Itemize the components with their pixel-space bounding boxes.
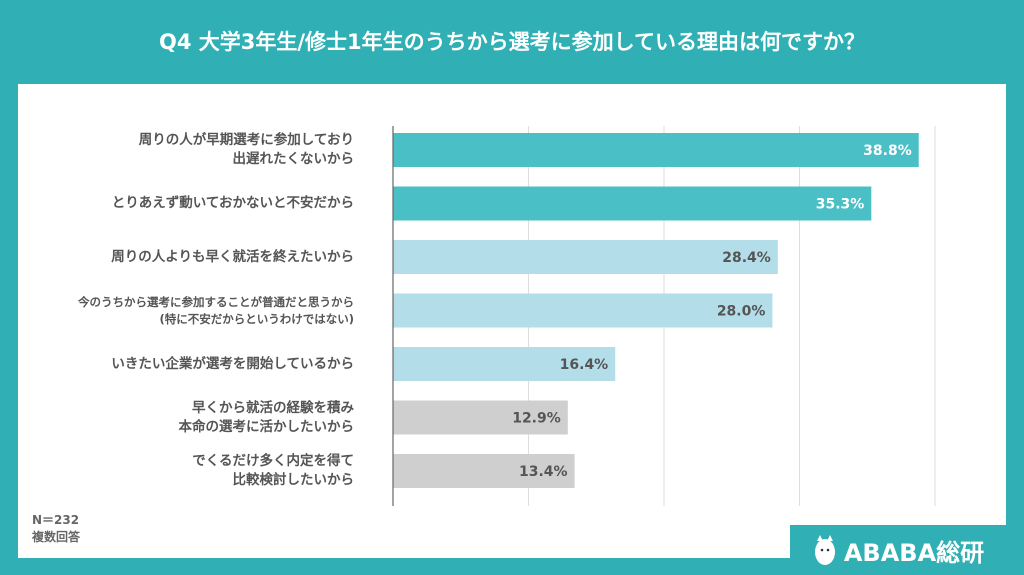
bar (393, 186, 872, 221)
bar (393, 133, 919, 167)
data-label: 35.3% (816, 197, 865, 213)
category-label: でくるだけ多く内定を得て 比較検討したいから (192, 453, 354, 488)
logo: ABABA総研 (790, 525, 1006, 575)
multiple-answer-note: 複数回答 (32, 530, 81, 544)
bar (393, 293, 773, 328)
sample-size: N＝232 (32, 513, 80, 527)
bar (393, 347, 616, 381)
category-label: 周りの人が早期選考に参加しており 出遅れたくないから (138, 132, 354, 167)
category-label: 周りの人よりも早く就活を終えたいから (111, 248, 354, 265)
data-label: 28.4% (722, 250, 771, 266)
category-label: とりあえず動いておかないと不安だから (111, 195, 354, 211)
category-label: 今のうちから選考に参加することが普通だと思うから (特に不安だからというわけでは… (78, 294, 354, 326)
category-label: いきたい企業が選考を開始しているから (111, 355, 354, 372)
alpaca-logo-icon (814, 535, 835, 565)
data-label: 28.0% (717, 304, 766, 320)
footer-note: N＝232 複数回答 (32, 512, 80, 546)
data-label: 16.4% (560, 357, 609, 373)
bar (393, 240, 778, 274)
data-label: 12.9% (512, 411, 561, 427)
chart-panel: 38.8% 35.3% 28.4% 28.0% 16.4% 12.9% 13.4% 周りの人… (18, 84, 1006, 558)
data-label: 13.4% (519, 464, 568, 480)
bar-chart: 38.8% 35.3% 28.4% 28.0% 16.4% 12.9% 13.4% (392, 126, 936, 506)
logo-text: ABABA総研 (843, 538, 985, 567)
category-label: 早くから就活の経験を積み 本命の選考に活かしたいから (178, 399, 355, 435)
data-label: 38.8% (863, 143, 912, 159)
bar (393, 400, 568, 435)
bar (393, 454, 575, 488)
chart-title: Q4 大学3年生/修士1年生のうちから選考に参加している理由は何ですか？ (158, 30, 866, 54)
